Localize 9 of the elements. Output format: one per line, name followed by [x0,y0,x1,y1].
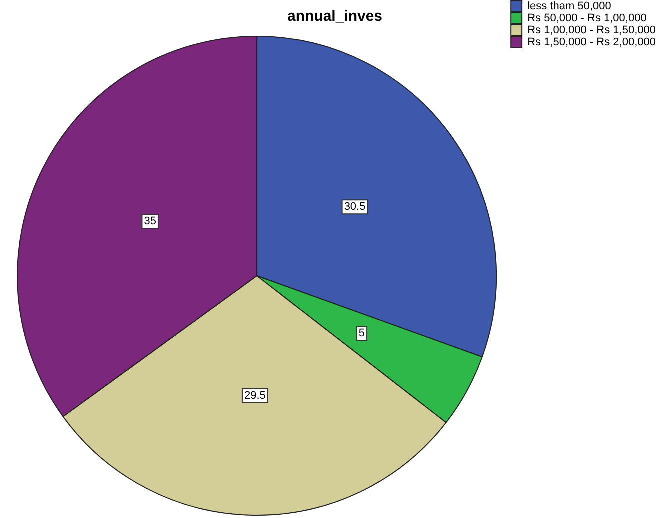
legend-label: Rs 1,00,000 - Rs 1,50,000 [528,24,656,37]
legend-label: Rs 50,000 - Rs 1,00,000 [528,12,647,25]
text: annual_inves [287,8,383,26]
legend-label: less tham 50,000 [528,0,612,13]
data-label: 35 [144,216,156,228]
data-label: 5 [358,328,366,340]
data-label: 29.5 [244,390,266,402]
data-label: 30.5 [344,201,366,214]
legend-label: Rs 1,50,000 - Rs 2,00,000 [528,36,656,49]
